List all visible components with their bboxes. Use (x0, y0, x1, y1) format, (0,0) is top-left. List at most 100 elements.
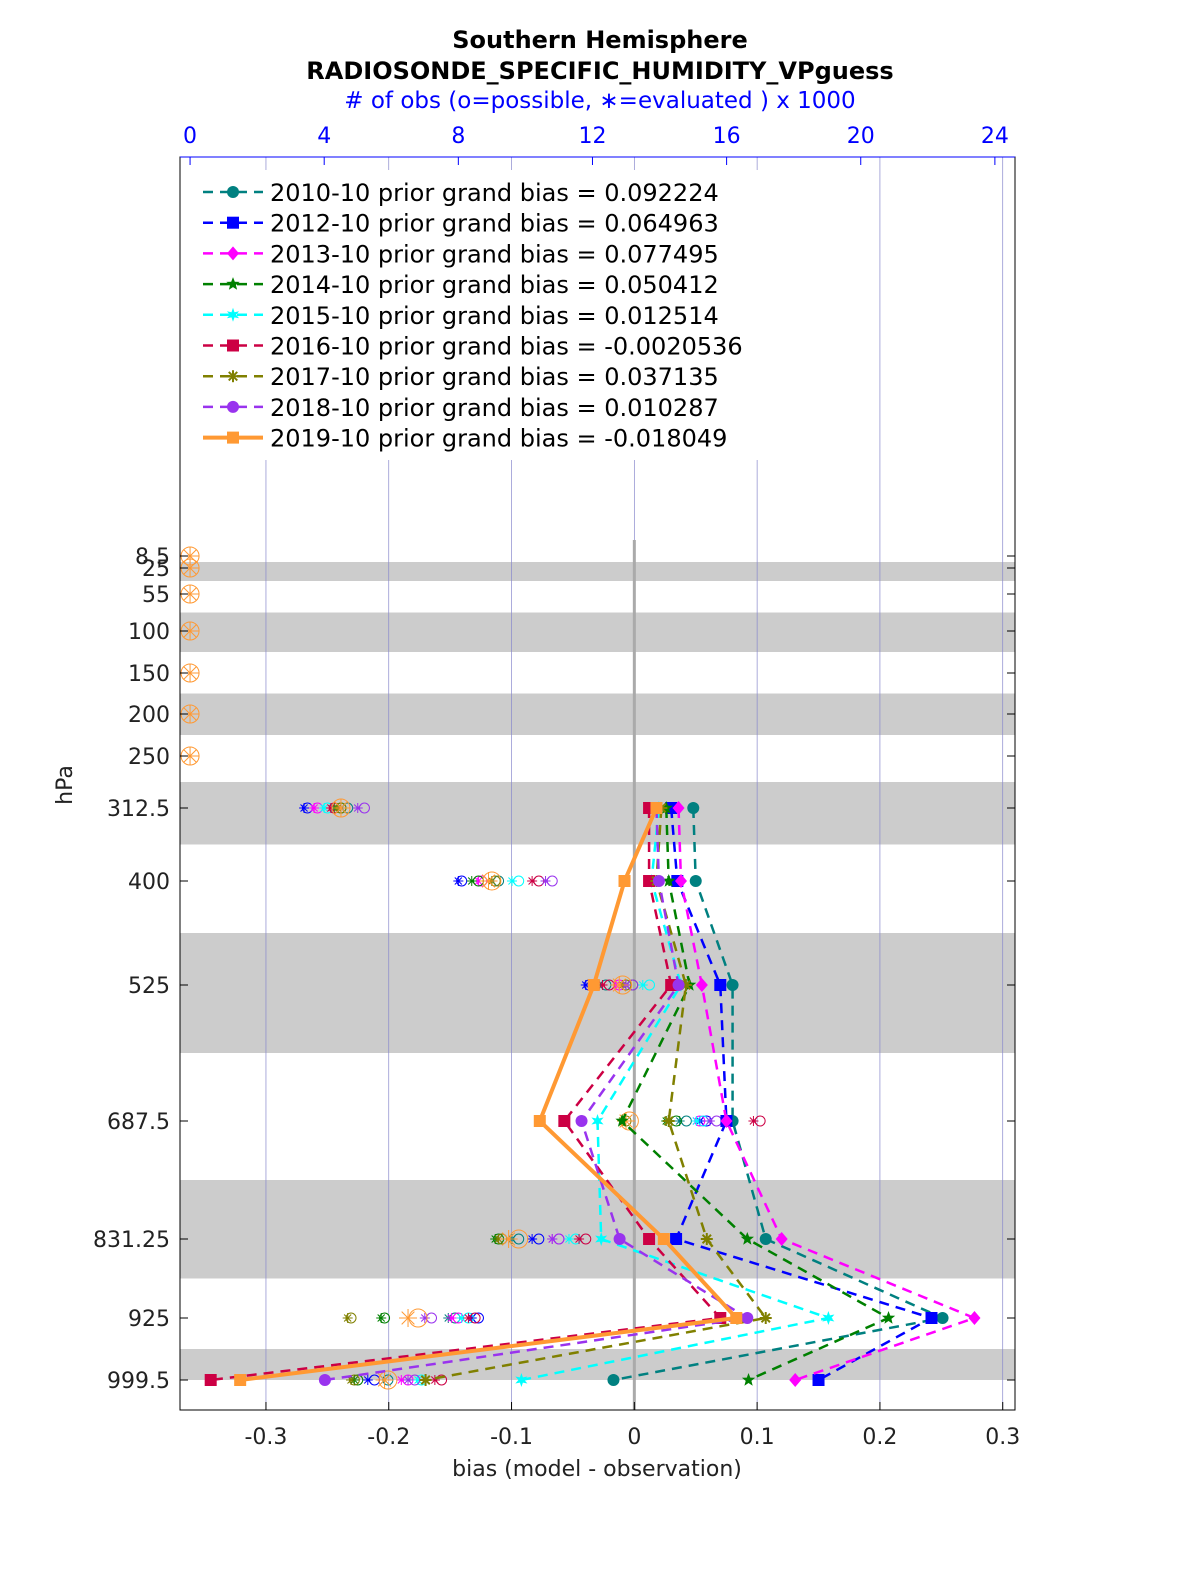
series-marker (595, 1232, 608, 1246)
series-marker (925, 1312, 938, 1324)
evaluated-stroke (397, 1376, 406, 1384)
legend-marker (227, 400, 239, 413)
series-marker (740, 1232, 754, 1245)
legend-marker (226, 277, 240, 290)
obs-evaluated-marker (419, 1313, 430, 1323)
evaluated-stroke (183, 587, 197, 601)
series-marker (607, 1374, 620, 1386)
obs-evaluated-marker (704, 1116, 715, 1126)
series-marker (643, 1233, 656, 1245)
top-tick-label: 0 (183, 124, 197, 149)
evaluated-stroke (474, 877, 483, 885)
y-axis-label: hPa (53, 765, 78, 805)
y-tick-label: 831.25 (93, 1228, 170, 1253)
level-band (180, 933, 1015, 1053)
y-tick-label: 150 (128, 662, 170, 687)
evaluated-stroke (528, 877, 536, 885)
legend-label: 2019-10 prior grand bias = -0.018049 (270, 425, 727, 453)
evaluated-stroke (310, 804, 319, 812)
top-tick-label: 20 (847, 124, 875, 149)
y-tick-label: 312.5 (107, 797, 170, 822)
obs-evaluated-marker (181, 705, 200, 723)
obs-evaluated-marker (376, 1313, 387, 1323)
series-marker (714, 979, 727, 991)
legend-label: 2013-10 prior grand bias = 0.077495 (270, 240, 719, 268)
x-tick-label: -0.1 (490, 1425, 533, 1450)
evaluated-stroke (447, 1314, 456, 1322)
series-marker (789, 1373, 802, 1387)
evaluated-stroke (692, 1117, 701, 1125)
evaluated-stroke (612, 978, 627, 992)
evaluated-stroke (619, 1114, 633, 1128)
series-marker (726, 979, 739, 991)
obs-evaluated-marker (610, 976, 629, 994)
series-marker (672, 801, 685, 815)
evaluated-stroke (183, 749, 197, 763)
evaluated-stroke (638, 981, 647, 989)
asterisk-stroke (663, 1116, 674, 1126)
evaluated-stroke (183, 561, 197, 575)
legend-label: 2010-10 prior grand bias = 0.092224 (270, 179, 719, 207)
obs-evaluated-marker (396, 1375, 407, 1385)
series-marker (650, 802, 663, 814)
series-marker (881, 1311, 896, 1324)
obs-count-markers (180, 546, 766, 1390)
legend-label: 2016-10 prior grand bias = -0.0020536 (270, 333, 743, 361)
legend-box (195, 170, 765, 460)
legend-label: 2014-10 prior grand bias = 0.050412 (270, 271, 719, 299)
legend-marker (226, 307, 240, 322)
obs-evaluated-marker (456, 1313, 467, 1323)
evaluated-stroke (675, 1117, 684, 1125)
y-tick-label: 200 (128, 703, 170, 728)
obs-evaluated-marker (342, 1313, 353, 1323)
asterisk-stroke (760, 1313, 771, 1323)
chart-title: Southern Hemisphere (452, 26, 748, 54)
series-marker (558, 1115, 571, 1127)
evaluated-stroke (528, 1235, 536, 1243)
y-tick-label: 100 (128, 620, 170, 645)
obs-evaluated-marker (547, 1234, 558, 1244)
series-marker (730, 1312, 743, 1324)
top-tick-label: 12 (578, 124, 606, 149)
x-tick-label: 0.1 (740, 1425, 775, 1450)
series-marker (613, 1233, 626, 1245)
evaluated-stroke (183, 707, 197, 721)
obs-evaluated-marker (181, 585, 200, 603)
chart-subtitle: RADIOSONDE_SPECIFIC_HUMIDITY_VPguess (306, 57, 894, 85)
asterisk-stroke (228, 371, 238, 382)
obs-evaluated-marker (331, 799, 350, 817)
top-tick-label: 8 (451, 124, 465, 149)
y-tick-label: 25 (142, 557, 170, 582)
top-tick-label: 24 (981, 124, 1009, 149)
axes: -0.3 -0.2 -0.1 0 0.1 0.2 0.3 0 4 8 12 16 20 24 8.52555… (93, 124, 1020, 1450)
top-tick-label: 16 (713, 124, 741, 149)
series-marker (759, 1312, 772, 1324)
obs-evaluated-marker (463, 1313, 474, 1323)
series-marker (419, 1374, 432, 1386)
series-line (613, 807, 947, 1382)
series-marker (515, 1373, 528, 1387)
series-marker (591, 1114, 604, 1128)
series-marker (936, 1312, 949, 1324)
evaluated-stroke (334, 801, 348, 815)
y-tick-label: 400 (128, 870, 170, 895)
level-band (180, 782, 1015, 845)
y-tick-label: 525 (128, 974, 170, 999)
level-band (180, 1180, 1015, 1279)
obs-evaluated-marker (506, 876, 517, 886)
series-marker (968, 1311, 981, 1325)
obs-evaluated-marker (403, 1375, 414, 1385)
evaluated-stroke (363, 1376, 372, 1384)
obs-evaluated-marker (574, 1234, 585, 1244)
series-line (521, 807, 834, 1382)
x-axis-label: bias (model - observation) (452, 1457, 742, 1482)
legend-marker (227, 431, 239, 444)
evaluated-stroke (541, 877, 550, 885)
evaluated-stroke (300, 804, 308, 812)
series-marker (822, 1311, 835, 1325)
x-tick-label: 0.3 (985, 1425, 1020, 1450)
x-tick-label: 0.2 (862, 1425, 897, 1450)
obs-evaluated-marker (540, 876, 551, 886)
series-marker (759, 1233, 772, 1245)
series-marker (700, 1233, 713, 1245)
